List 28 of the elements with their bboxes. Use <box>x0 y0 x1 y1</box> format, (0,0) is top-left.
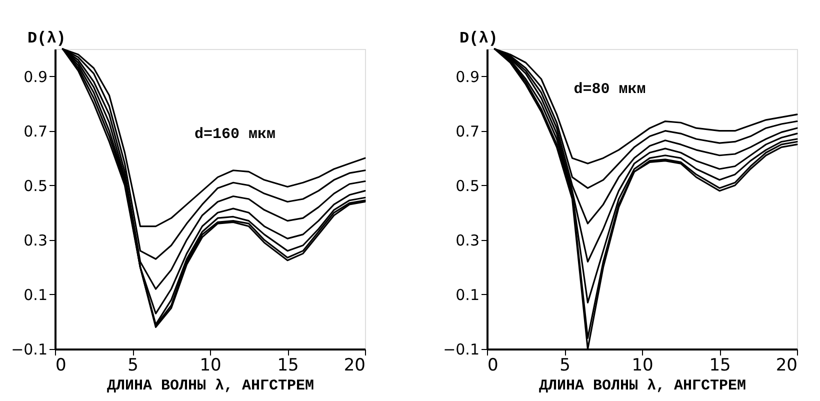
y-tick-label: 0.3 <box>456 231 480 250</box>
x-tick-label: 0 <box>56 356 66 376</box>
x-tick-label: 20 <box>344 356 366 376</box>
y-tick-label: 0.5 <box>456 176 480 195</box>
x-tick-label: 15 <box>277 356 299 376</box>
x-tick-label: 10 <box>200 356 222 376</box>
y-tick-label: 0.9 <box>456 68 480 86</box>
annotation: d=160 мкм <box>194 126 276 143</box>
x-axis-title: ДЛИНА ВОЛНЫ λ, АНГСТРЕМ <box>106 378 314 394</box>
y-tick-label: −0.1 <box>443 340 480 358</box>
y-tick-label: 0.7 <box>456 122 480 140</box>
y-axis-title: D(λ) <box>28 30 66 48</box>
x-tick-label: 5 <box>128 356 138 376</box>
y-tick-label: −0.1 <box>11 340 48 358</box>
x-tick-label: 20 <box>776 356 798 376</box>
x-tick-label: 5 <box>560 356 570 376</box>
x-axis-title: ДЛИНА ВОЛНЫ λ, АНГСТРЕМ <box>538 378 746 394</box>
y-tick-label: 0.1 <box>456 286 480 304</box>
x-tick-label: 10 <box>632 356 654 376</box>
y-axis-title: D(λ) <box>460 30 498 48</box>
y-tick-label: 0.1 <box>24 286 48 304</box>
annotation: d=80 мкм <box>574 81 646 98</box>
y-tick-label: 0.3 <box>24 231 48 250</box>
y-tick-label: 0.5 <box>24 176 48 195</box>
y-tick-label: 0.9 <box>24 68 48 86</box>
y-tick-label: 0.7 <box>24 122 48 140</box>
x-tick-label: 0 <box>488 356 498 376</box>
x-tick-label: 15 <box>709 356 731 376</box>
